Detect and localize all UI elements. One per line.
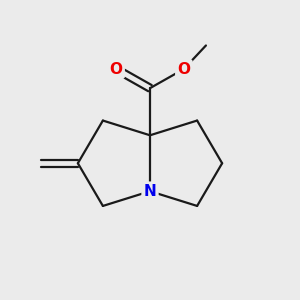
Text: O: O — [177, 61, 190, 76]
Text: N: N — [144, 184, 156, 199]
Text: O: O — [110, 61, 123, 76]
